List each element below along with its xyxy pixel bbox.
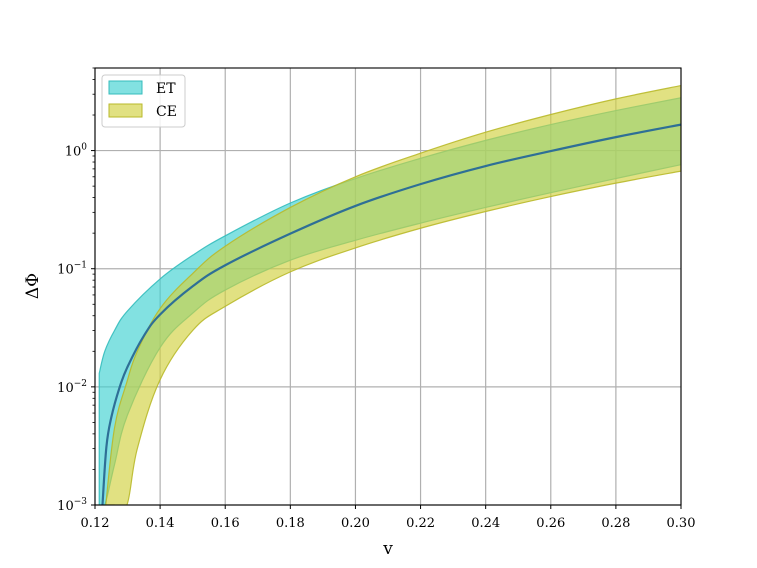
x-tick-label: 0.30 (667, 516, 696, 531)
legend-swatch-ce (109, 104, 142, 117)
y-tick-label: 10−3 (57, 497, 87, 514)
x-tick-label: 0.22 (406, 516, 435, 531)
x-tick-label: 0.14 (146, 516, 175, 531)
y-tick-label: 100 (65, 143, 88, 160)
x-tick-label: 0.26 (536, 516, 565, 531)
x-tick-label: 0.20 (341, 516, 370, 531)
x-tick-label: 0.16 (211, 516, 240, 531)
x-tick-label: 0.24 (471, 516, 500, 531)
x-tick-label: 0.28 (601, 516, 630, 531)
legend-swatch-et (109, 81, 142, 94)
y-tick-label: 10−1 (57, 261, 87, 278)
ce-band (106, 86, 681, 510)
x-tick-label: 0.18 (276, 516, 305, 531)
y-axis-label: ΔΦ (23, 273, 43, 299)
legend-label-ce: CE (156, 104, 177, 120)
y-tick-label: 10−2 (57, 379, 87, 396)
x-tick-label: 0.12 (81, 516, 110, 531)
x-axis-label: v (382, 539, 393, 559)
legend-label-et: ET (156, 81, 176, 97)
plot-area (99, 86, 681, 510)
legend: ET CE (102, 75, 185, 127)
